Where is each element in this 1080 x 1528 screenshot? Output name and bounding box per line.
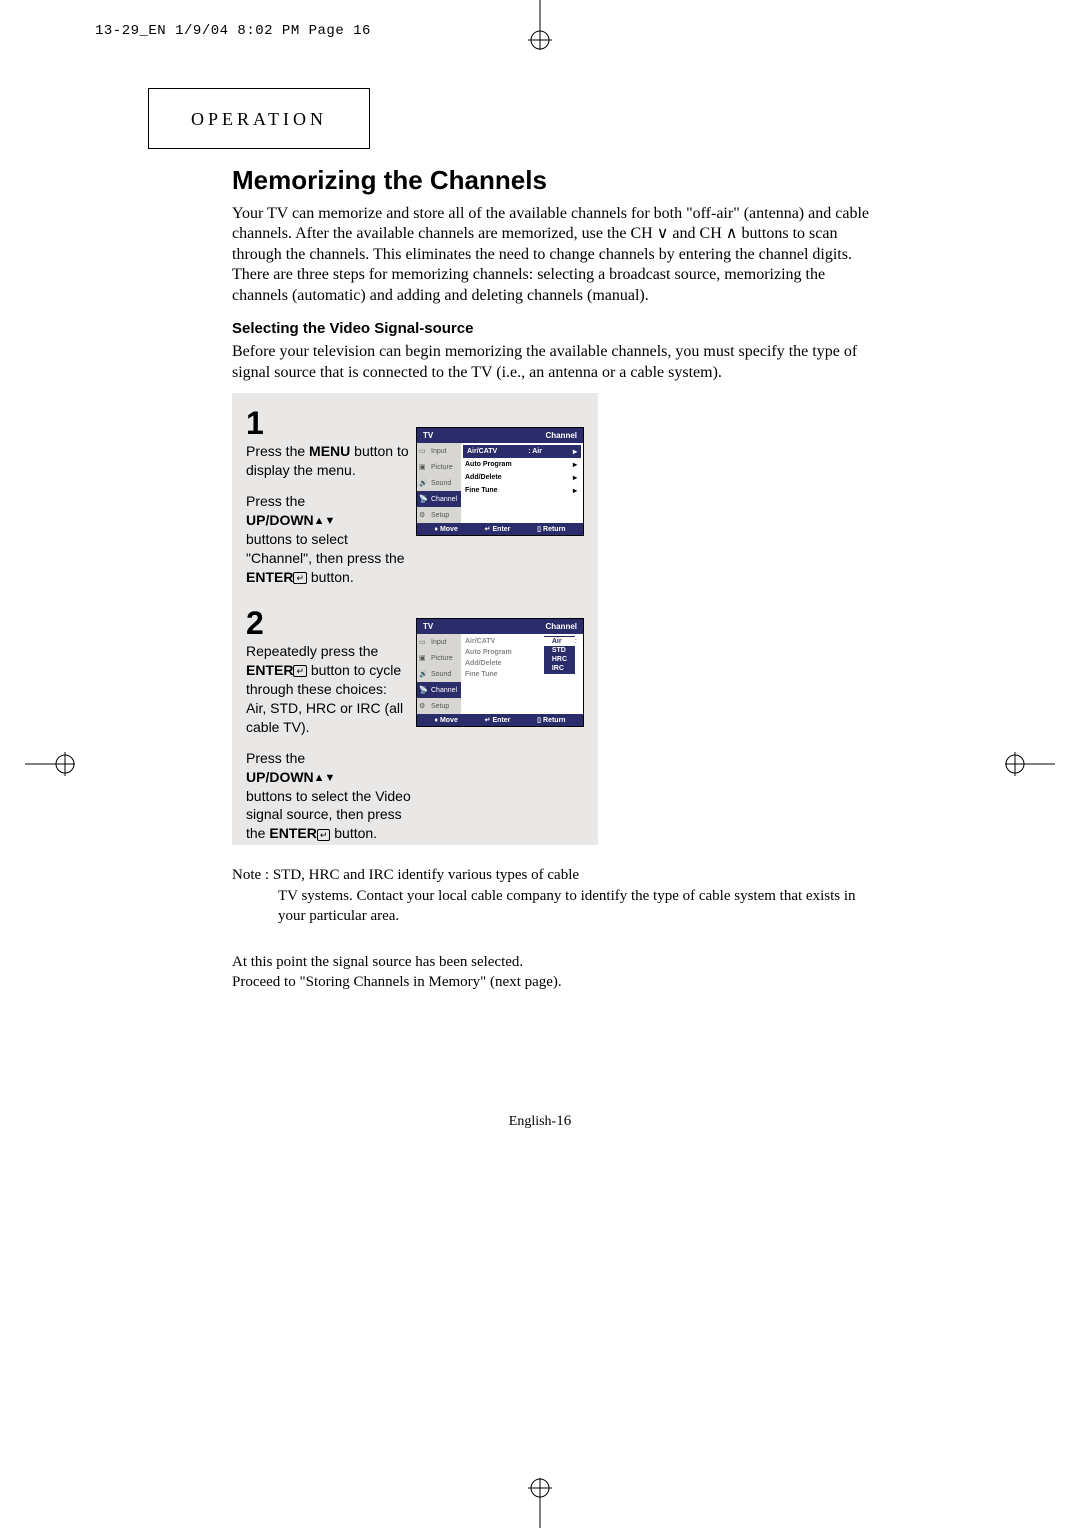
crop-mark-top (520, 0, 560, 50)
tv-menu-1: TV Channel ▭Input ▣Picture 🔊Sound 📡Chann… (416, 427, 584, 536)
step-1-block: 1 Press the MENU button to display the m… (232, 393, 598, 593)
dropdown-item: HRC (544, 655, 575, 664)
section-tab-label: OPERATION (191, 109, 327, 130)
tv-title-right: Channel (545, 431, 577, 440)
tv-row: Air/CATV: Air▸ (463, 445, 581, 458)
enter-icon: ↵ (293, 665, 307, 677)
crop-mark-right (1005, 744, 1055, 784)
tv-title: TV (423, 431, 433, 440)
page-footer: English-16 (509, 1113, 571, 1130)
tv-footer: ♦ Move ↵ Enter ▯ Return (417, 523, 583, 535)
tv-side-picture: ▣Picture (417, 459, 461, 475)
section-tab: OPERATION (148, 88, 370, 149)
tv-side-setup: ⚙Setup (417, 698, 461, 714)
tv-side-input: ▭Input (417, 443, 461, 459)
step-2-text: Repeatedly press the ENTER↵ button to cy… (246, 642, 414, 843)
tv-row: Fine Tune▸ (461, 484, 583, 497)
crop-mark-left (25, 744, 75, 784)
step-2-block: 2 Repeatedly press the ENTER↵ button to … (232, 593, 598, 845)
sub-paragraph: Before your television can begin memoriz… (232, 342, 872, 383)
tv-side-sound: 🔊Sound (417, 666, 461, 682)
tv-menu-2: TV Channel ▭Input ▣Picture 🔊Sound 📡Chann… (416, 618, 584, 727)
tv-main-1: Air/CATV: Air▸ Auto Program▸ Add/Delete▸… (461, 443, 583, 523)
tv-side-setup: ⚙Setup (417, 507, 461, 523)
dropdown-item: STD (544, 646, 575, 655)
tv-sidebar: ▭Input ▣Picture 🔊Sound 📡Channel ⚙Setup (417, 634, 461, 714)
tv-footer: ♦ Move ↵ Enter ▯ Return (417, 714, 583, 726)
step-1-text: Press the MENU button to display the men… (246, 442, 414, 586)
closing-text: At this point the signal source has been… (232, 952, 872, 993)
intro-paragraph: Your TV can memorize and store all of th… (232, 204, 872, 306)
tv-side-channel: 📡Channel (417, 491, 461, 507)
print-header: 13-29_EN 1/9/04 8:02 PM Page 16 (95, 23, 371, 39)
enter-icon: ↵ (317, 829, 331, 841)
note-text: Note : STD, HRC and IRC identify various… (232, 865, 872, 926)
tv-side-input: ▭Input (417, 634, 461, 650)
crop-mark-bottom (520, 1478, 560, 1528)
tv-title: TV (423, 622, 433, 631)
enter-icon: ↵ (293, 572, 307, 584)
sub-heading: Selecting the Video Signal-source (232, 320, 872, 337)
tv-side-channel: 📡Channel (417, 682, 461, 698)
tv-row: Auto Program▸ (461, 458, 583, 471)
tv-side-picture: ▣Picture (417, 650, 461, 666)
tv-dropdown: Air STD HRC IRC (544, 636, 575, 674)
dropdown-item: Air (544, 637, 575, 646)
tv-row: Add/Delete▸ (461, 471, 583, 484)
tv-side-sound: 🔊Sound (417, 475, 461, 491)
tv-title-right: Channel (545, 622, 577, 631)
tv-sidebar: ▭Input ▣Picture 🔊Sound 📡Channel ⚙Setup (417, 443, 461, 523)
page-title: Memorizing the Channels (232, 165, 872, 196)
dropdown-item: IRC (544, 664, 575, 673)
